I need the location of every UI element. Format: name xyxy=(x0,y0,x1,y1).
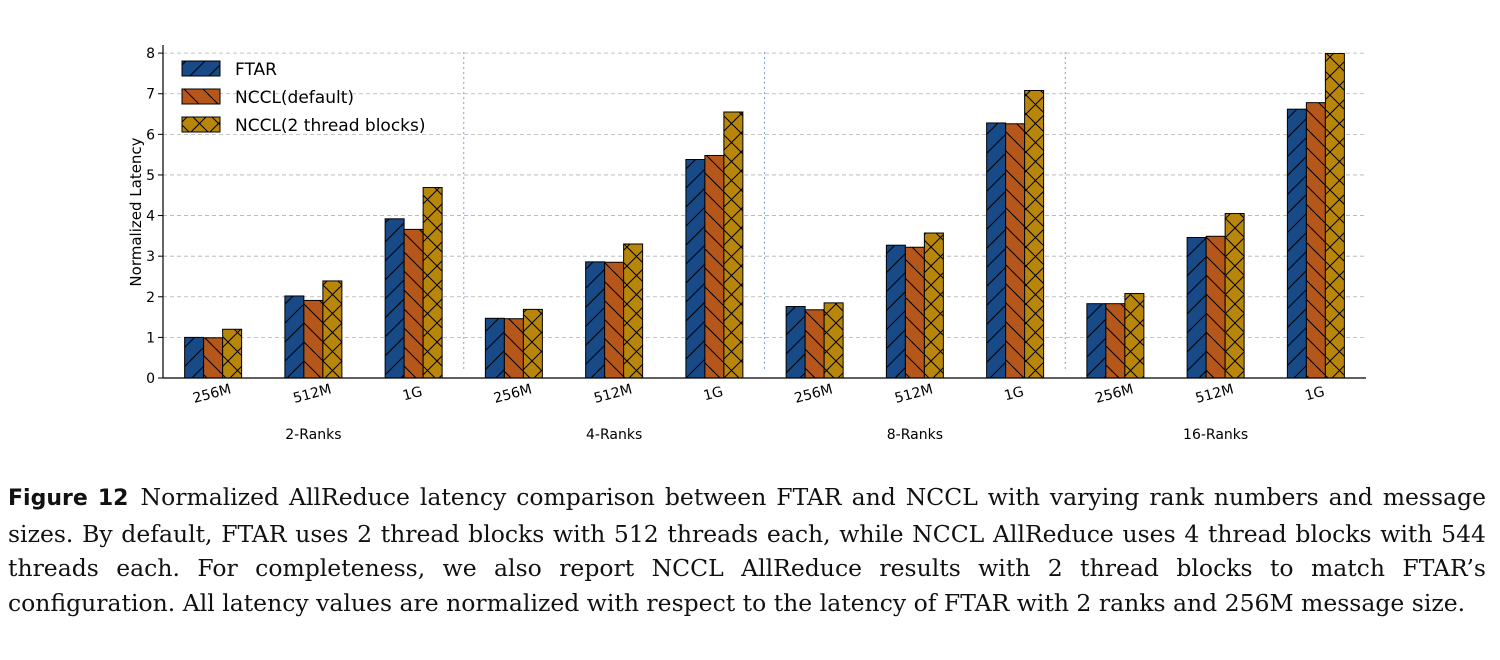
y-tick-label: 1 xyxy=(146,330,155,346)
group-label: 8-Ranks xyxy=(887,427,943,443)
bar-nccl-default- xyxy=(604,261,625,379)
bar-nccl-default- xyxy=(403,228,424,379)
bar-ftar xyxy=(785,306,806,379)
legend-label: NCCL(default) xyxy=(235,88,354,108)
y-tick-label: 7 xyxy=(146,87,155,103)
bar-nccl-default- xyxy=(1305,102,1326,379)
bar-nccl-default- xyxy=(1005,123,1026,379)
legend-label: NCCL(2 thread blocks) xyxy=(235,116,426,136)
x-tick-label: 256M xyxy=(492,381,534,407)
bar-nccl-2-thread-blocks- xyxy=(623,243,644,379)
legend-swatch xyxy=(181,60,221,77)
bar-ftar xyxy=(685,159,706,379)
bars xyxy=(184,53,1345,379)
bar-ftar xyxy=(986,122,1007,379)
grid-lines xyxy=(163,52,1366,338)
bar-ftar xyxy=(585,261,606,379)
bar-ftar xyxy=(1086,303,1107,379)
x-tick-label: 512M xyxy=(1194,381,1236,407)
bar-ftar xyxy=(1286,108,1307,379)
y-tick-label: 4 xyxy=(146,209,155,225)
bar-ftar xyxy=(384,218,405,379)
group-label: 2-Ranks xyxy=(285,427,341,443)
bar-nccl-2-thread-blocks- xyxy=(1024,89,1045,379)
bar-nccl-2-thread-blocks- xyxy=(1124,293,1145,379)
bar-nccl-2-thread-blocks- xyxy=(723,111,744,379)
bar-nccl-2-thread-blocks- xyxy=(923,232,944,379)
y-axis-label: Normalized Latency xyxy=(127,137,145,286)
y-tick-label: 2 xyxy=(146,290,155,306)
figure-caption: Figure 12 Normalized AllReduce latency co… xyxy=(8,480,1486,620)
x-tick-label: 512M xyxy=(292,381,334,407)
bar-ftar xyxy=(1186,236,1207,379)
y-tick-label: 6 xyxy=(146,127,155,143)
chart-svg: 0 1 2 3 4 5 6 7 8 256M 512M 1G 2-Ranks 256M 512M 1G 4-Ra… xyxy=(127,45,1366,443)
x-tick-label: 512M xyxy=(592,381,634,407)
y-tick-label: 8 xyxy=(146,46,155,62)
legend-label: FTAR xyxy=(235,60,277,80)
x-tick-label: 256M xyxy=(1094,381,1136,407)
bar-nccl-2-thread-blocks- xyxy=(222,328,243,379)
caption-text: Normalized AllReduce latency comparison … xyxy=(8,483,1486,617)
x-tick-label: 1G xyxy=(1303,384,1326,405)
x-tick-label: 512M xyxy=(893,381,935,407)
x-tick-label: 256M xyxy=(793,381,835,407)
bar-nccl-default- xyxy=(303,299,324,379)
legend-swatch xyxy=(181,88,221,105)
y-tick-label: 0 xyxy=(146,371,155,387)
bar-ftar xyxy=(885,244,906,379)
bar-nccl-default- xyxy=(203,337,224,379)
group-label: 4-Ranks xyxy=(586,427,642,443)
bar-nccl-2-thread-blocks- xyxy=(522,308,543,379)
bar-chart: 0 1 2 3 4 5 6 7 8 256M 512M 1G 2-Ranks 256M 512M 1G 4-Ra… xyxy=(127,45,1366,443)
bar-ftar xyxy=(184,336,205,379)
bar-nccl-default- xyxy=(503,318,524,379)
figure-label: Figure 12 xyxy=(8,486,129,511)
x-tick-label: 1G xyxy=(1002,384,1025,405)
y-tick-label: 3 xyxy=(146,249,155,265)
legend: FTAR NCCL(default) NCCL(2 thread blocks) xyxy=(181,60,426,136)
axes xyxy=(158,45,1366,379)
x-tick-label: 256M xyxy=(191,381,233,407)
legend-swatch xyxy=(181,116,221,133)
bar-nccl-default- xyxy=(804,309,825,379)
y-tick-label: 5 xyxy=(146,168,155,184)
bar-nccl-2-thread-blocks- xyxy=(1224,213,1245,379)
bar-ftar xyxy=(284,295,305,379)
bar-nccl-2-thread-blocks- xyxy=(322,280,343,379)
group-label: 16-Ranks xyxy=(1183,427,1248,443)
bar-nccl-default- xyxy=(1105,303,1126,379)
x-tick-label: 1G xyxy=(401,384,424,405)
bar-nccl-2-thread-blocks- xyxy=(422,187,443,379)
bar-nccl-2-thread-blocks- xyxy=(1324,53,1345,379)
bar-nccl-default- xyxy=(904,246,925,379)
group-separators xyxy=(463,52,1066,372)
bar-nccl-default- xyxy=(1205,235,1226,379)
bar-nccl-2-thread-blocks- xyxy=(823,302,844,379)
bar-ftar xyxy=(484,317,505,379)
x-tick-label: 1G xyxy=(702,384,725,405)
bar-nccl-default- xyxy=(704,154,725,379)
